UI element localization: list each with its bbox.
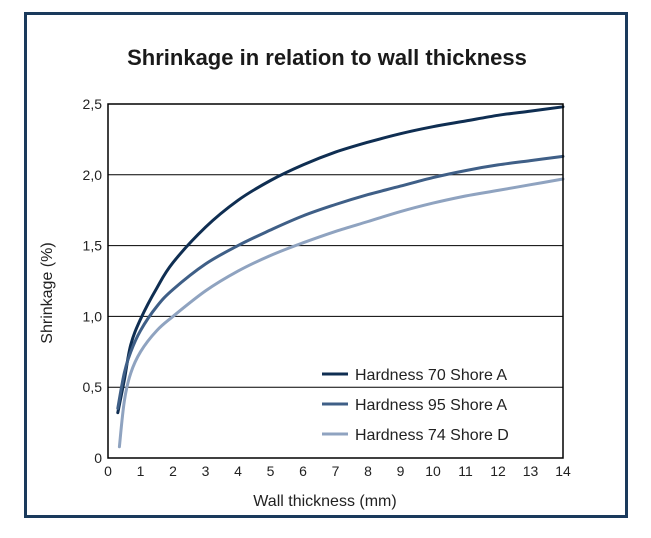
legend: Hardness 70 Shore A Hardness 95 Shore A Ha… [322,367,509,444]
x-tick-label: 9 [397,463,405,479]
legend-label: Hardness 74 Shore D [355,427,509,444]
x-tick-label: 7 [332,463,340,479]
y-tick-label: 0 [94,450,102,466]
series-lines [116,105,565,449]
x-tick-label: 12 [490,463,506,479]
x-tick-label: 4 [234,463,242,479]
y-axis-label: Shrinkage (%) [39,242,56,343]
y-tick-label: 0,5 [83,379,103,395]
series-line-3 [117,177,565,449]
legend-label: Hardness 95 Shore A [355,397,507,414]
x-tick-label: 5 [267,463,275,479]
series-line-1 [116,105,565,415]
chart-title: Shrinkage in relation to wall thickness [127,45,527,70]
chart-frame: Shrinkage in relation to wall thickness … [24,12,628,518]
x-tick-label: 10 [425,463,441,479]
y-tick-label: 2,5 [83,96,103,112]
x-tick-label: 2 [169,463,177,479]
x-tick-label: 0 [104,463,112,479]
x-tick-label: 1 [137,463,145,479]
x-tick-label: 14 [555,463,571,479]
x-tick-label: 13 [523,463,539,479]
legend-label: Hardness 70 Shore A [355,367,507,384]
y-tick-labels: 0 0,5 1,0 1,5 2,0 2,5 [83,96,103,466]
y-tick-label: 1,0 [83,308,103,324]
x-tick-labels: 0 1 2 3 4 5 6 7 8 9 10 11 12 13 14 [104,463,571,479]
series-line-2 [116,154,565,410]
x-tick-label: 3 [202,463,210,479]
x-axis-label: Wall thickness (mm) [253,493,396,510]
y-tick-label: 1,5 [83,238,103,254]
x-tick-label: 8 [364,463,372,479]
chart: Shrinkage in relation to wall thickness … [39,45,571,510]
plot-border [107,103,564,459]
y-tick-label: 2,0 [83,167,103,183]
x-tick-label: 11 [458,463,473,479]
grid [108,174,563,388]
x-tick-label: 6 [299,463,307,479]
